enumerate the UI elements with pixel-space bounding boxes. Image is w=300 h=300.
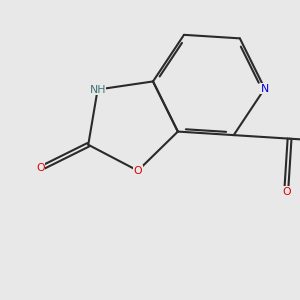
Text: O: O — [282, 187, 290, 197]
Text: NH: NH — [89, 85, 106, 94]
Text: O: O — [134, 166, 142, 176]
Text: N: N — [261, 83, 269, 94]
Text: O: O — [36, 164, 45, 173]
